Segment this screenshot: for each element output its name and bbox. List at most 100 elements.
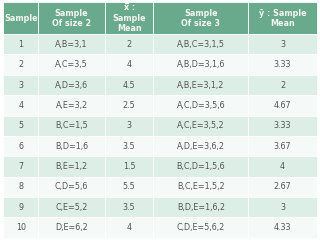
Bar	[38, 34, 105, 54]
Bar	[248, 95, 317, 115]
Text: B,C,D=1,5,6: B,C,D=1,5,6	[177, 162, 225, 171]
Text: 2: 2	[280, 80, 285, 90]
Bar	[3, 34, 38, 54]
Bar	[153, 75, 248, 95]
Text: 3.33: 3.33	[274, 60, 291, 69]
Text: 6: 6	[18, 142, 23, 150]
Text: 3: 3	[280, 40, 285, 49]
Bar	[153, 95, 248, 115]
Bar	[3, 217, 38, 238]
Bar	[3, 2, 38, 34]
Text: 3.5: 3.5	[123, 142, 135, 150]
Text: 9: 9	[18, 203, 23, 212]
Bar	[105, 136, 153, 156]
Text: A,C,D=3,5,6: A,C,D=3,5,6	[177, 101, 225, 110]
Bar	[105, 34, 153, 54]
Text: 4.33: 4.33	[274, 223, 291, 232]
Text: A,C,E=3,5,2: A,C,E=3,5,2	[177, 121, 225, 130]
Bar	[248, 75, 317, 95]
Bar	[248, 34, 317, 54]
Bar	[105, 156, 153, 177]
Text: 3: 3	[18, 80, 23, 90]
Bar	[153, 177, 248, 197]
Bar	[248, 156, 317, 177]
Text: 10: 10	[16, 223, 26, 232]
Text: 4: 4	[18, 101, 23, 110]
Text: Sample
Of size 2: Sample Of size 2	[52, 9, 91, 28]
Text: B,D=1,6: B,D=1,6	[55, 142, 88, 150]
Text: 3: 3	[280, 203, 285, 212]
Text: 1: 1	[18, 40, 23, 49]
Text: 3.5: 3.5	[123, 203, 135, 212]
Bar	[153, 156, 248, 177]
Text: B,C,E=1,5,2: B,C,E=1,5,2	[177, 182, 225, 191]
Text: A,D=3,6: A,D=3,6	[55, 80, 88, 90]
Text: B,C=1,5: B,C=1,5	[55, 121, 88, 130]
Bar	[153, 54, 248, 75]
Text: A,B,C=3,1,5: A,B,C=3,1,5	[177, 40, 225, 49]
Text: 2: 2	[127, 40, 132, 49]
Bar	[153, 197, 248, 217]
Text: Sample
Of size 3: Sample Of size 3	[181, 9, 220, 28]
Text: C,D=5,6: C,D=5,6	[55, 182, 88, 191]
Text: C,D,E=5,6,2: C,D,E=5,6,2	[177, 223, 225, 232]
Text: 3: 3	[127, 121, 132, 130]
Bar	[248, 54, 317, 75]
Bar	[105, 177, 153, 197]
Bar	[38, 2, 105, 34]
Text: 3.33: 3.33	[274, 121, 291, 130]
Bar	[105, 197, 153, 217]
Bar	[3, 197, 38, 217]
Bar	[105, 2, 153, 34]
Bar	[105, 217, 153, 238]
Bar	[248, 177, 317, 197]
Bar	[3, 115, 38, 136]
Text: B,E=1,2: B,E=1,2	[56, 162, 88, 171]
Text: 4.67: 4.67	[274, 101, 292, 110]
Bar	[3, 156, 38, 177]
Text: 5.5: 5.5	[123, 182, 135, 191]
Bar	[3, 75, 38, 95]
Bar	[38, 177, 105, 197]
Bar	[38, 54, 105, 75]
Bar	[38, 197, 105, 217]
Text: B,D,E=1,6,2: B,D,E=1,6,2	[177, 203, 225, 212]
Text: 7: 7	[18, 162, 23, 171]
Bar	[153, 136, 248, 156]
Text: 2.67: 2.67	[274, 182, 292, 191]
Text: C,E=5,2: C,E=5,2	[55, 203, 88, 212]
Bar	[105, 95, 153, 115]
Bar	[38, 75, 105, 95]
Text: 4: 4	[127, 223, 132, 232]
Bar	[38, 136, 105, 156]
Text: 4.5: 4.5	[123, 80, 135, 90]
Text: A,D,E=3,6,2: A,D,E=3,6,2	[177, 142, 225, 150]
Text: 4: 4	[280, 162, 285, 171]
Text: A,C=3,5: A,C=3,5	[55, 60, 88, 69]
Bar	[3, 136, 38, 156]
Bar	[153, 217, 248, 238]
Text: 5: 5	[18, 121, 23, 130]
Bar	[3, 95, 38, 115]
Text: A,E=3,2: A,E=3,2	[56, 101, 88, 110]
Bar	[248, 115, 317, 136]
Text: A,B,D=3,1,6: A,B,D=3,1,6	[177, 60, 225, 69]
Text: x̅ :
Sample
Mean: x̅ : Sample Mean	[112, 3, 146, 33]
Text: 2.5: 2.5	[123, 101, 135, 110]
Bar	[3, 54, 38, 75]
Bar	[248, 2, 317, 34]
Text: 8: 8	[18, 182, 23, 191]
Bar	[38, 95, 105, 115]
Bar	[105, 115, 153, 136]
Text: D,E=6,2: D,E=6,2	[55, 223, 88, 232]
Bar	[248, 197, 317, 217]
Bar	[248, 217, 317, 238]
Text: A,B,E=3,1,2: A,B,E=3,1,2	[177, 80, 225, 90]
Bar	[3, 177, 38, 197]
Text: 3.67: 3.67	[274, 142, 292, 150]
Bar	[38, 156, 105, 177]
Text: 4: 4	[127, 60, 132, 69]
Text: ȳ : Sample
Mean: ȳ : Sample Mean	[259, 9, 307, 28]
Bar	[248, 136, 317, 156]
Text: 1.5: 1.5	[123, 162, 135, 171]
